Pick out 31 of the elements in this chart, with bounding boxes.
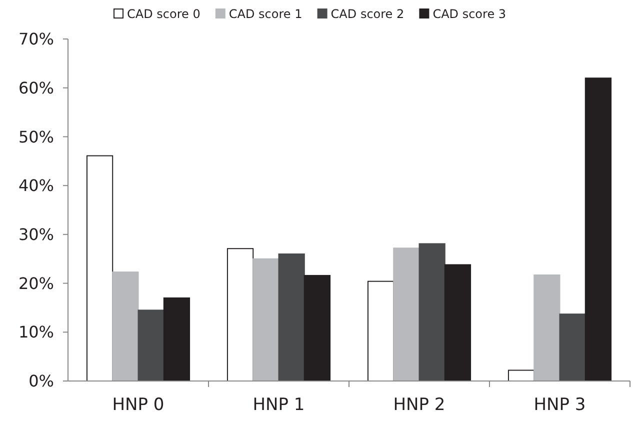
bar xyxy=(444,264,472,382)
x-tick-label: HNP 3 xyxy=(534,395,586,415)
bar xyxy=(393,248,420,382)
bar xyxy=(226,248,254,382)
x-tick-label: HNP 2 xyxy=(393,395,446,415)
legend-label: CAD score 0 xyxy=(127,7,200,22)
bar xyxy=(252,258,280,382)
bar xyxy=(86,155,114,382)
legend-label: CAD score 3 xyxy=(432,7,506,22)
y-tick-label: 70% xyxy=(18,30,54,49)
bar xyxy=(367,280,394,382)
bar xyxy=(304,274,331,382)
y-tick-label: 10% xyxy=(18,322,54,342)
x-tick-label: HNP 1 xyxy=(252,395,305,415)
y-tick-label: 20% xyxy=(18,274,54,293)
y-tick-label: 30% xyxy=(18,225,54,244)
y-tick-label: 50% xyxy=(18,127,54,146)
y-tick-label: 40% xyxy=(18,176,54,196)
bar xyxy=(112,272,139,382)
bar xyxy=(163,297,190,382)
legend-label: CAD score 1 xyxy=(228,7,302,22)
bar xyxy=(534,274,560,382)
legend-label: CAD score 2 xyxy=(330,7,404,22)
bar xyxy=(559,314,586,382)
y-tick-label: 0% xyxy=(28,372,54,391)
bar xyxy=(278,253,305,382)
x-tick-label: HNP 0 xyxy=(112,395,164,415)
bar xyxy=(418,243,446,382)
bar xyxy=(138,310,164,382)
bar xyxy=(584,78,612,382)
y-tick-label: 60% xyxy=(18,78,54,98)
